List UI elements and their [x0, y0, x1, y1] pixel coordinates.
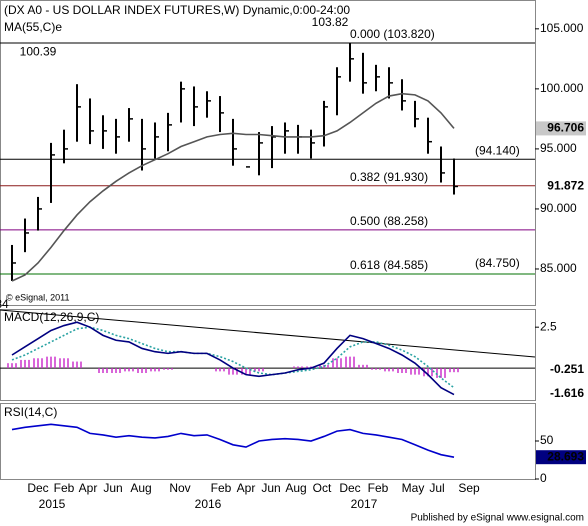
year-label: 2016	[195, 497, 222, 511]
x-tick-label: Oct	[313, 481, 332, 495]
x-tick-label: Apr	[79, 481, 98, 495]
x-tick-label: Aug	[285, 481, 306, 495]
level-label: 0.382 (91.930)	[350, 170, 428, 184]
y-tick-label: 50	[540, 433, 554, 447]
ma-last-box	[536, 121, 586, 136]
x-tick-label: May	[402, 481, 425, 495]
x-tick-label: Feb	[54, 481, 75, 495]
year-label: 2017	[351, 497, 378, 511]
level-label: 0.500 (88.258)	[350, 214, 428, 228]
y-tick-label: 0	[540, 471, 547, 485]
ma-line	[11, 92, 455, 282]
signal-line	[11, 326, 455, 389]
trend-line	[0, 309, 536, 358]
macd-title: MACD(12,26,9,C)	[4, 310, 99, 324]
chart-title: (DX A0 - US DOLLAR INDEX FUTURES,W) Dyna…	[4, 3, 350, 17]
x-tick-label: Jul	[429, 481, 444, 495]
year-label: 2015	[39, 497, 66, 511]
y-tick-label: 90.000	[540, 201, 577, 215]
y-tick-label: 100.000	[540, 81, 584, 95]
high-label: 103.82	[312, 15, 349, 29]
level-label: (94.140)	[475, 143, 520, 157]
x-tick-label: Feb	[211, 481, 232, 495]
macd-line	[11, 321, 455, 396]
footer-bar	[0, 510, 588, 526]
credit: © eSignal, 2011	[6, 292, 70, 302]
y-tick-label: 95.000	[540, 141, 577, 155]
x-tick-label: Nov	[169, 481, 190, 495]
hist-last: -0.251	[550, 362, 584, 376]
close-last-box	[536, 179, 586, 194]
macd-last: -1.616	[550, 386, 584, 400]
x-tick-label: Jun	[261, 481, 280, 495]
x-tick-label: Dec	[339, 481, 360, 495]
y-tick-label: 105.000	[540, 21, 584, 35]
level-label: 0.000 (103.820)	[350, 27, 435, 41]
x-tick-label: Dec	[27, 481, 48, 495]
ma-last: 96.706	[547, 121, 584, 135]
x-tick-label: Sep	[458, 481, 480, 495]
macd-last-box	[536, 387, 586, 401]
note: (84.750)	[475, 256, 520, 270]
price-panel	[0, 0, 536, 306]
hist-last-box	[536, 363, 586, 377]
close-last: 91.872	[547, 179, 584, 193]
high-label: 100.39	[20, 44, 57, 58]
x-tick-label: Jun	[103, 481, 122, 495]
rsi-last-box	[536, 450, 586, 465]
y-tick-label: 2.5	[540, 319, 557, 333]
y-tick-label: 85.000	[540, 261, 577, 275]
macd-panel	[0, 309, 536, 401]
ma-legend: MA(55,C)e	[4, 20, 62, 34]
x-tick-label: Aug	[130, 481, 151, 495]
rsi-title: RSI(14,C)	[4, 405, 57, 419]
footer: Published by eSignal www.esignal.com	[411, 513, 584, 524]
x-tick-label: Apr	[237, 481, 256, 495]
low-label: 84	[0, 297, 9, 311]
rsi-line	[11, 423, 455, 458]
x-tick-label: Feb	[368, 481, 389, 495]
rsi-last: 28.693	[547, 449, 584, 463]
level-label: 0.618 (84.585)	[350, 258, 428, 272]
